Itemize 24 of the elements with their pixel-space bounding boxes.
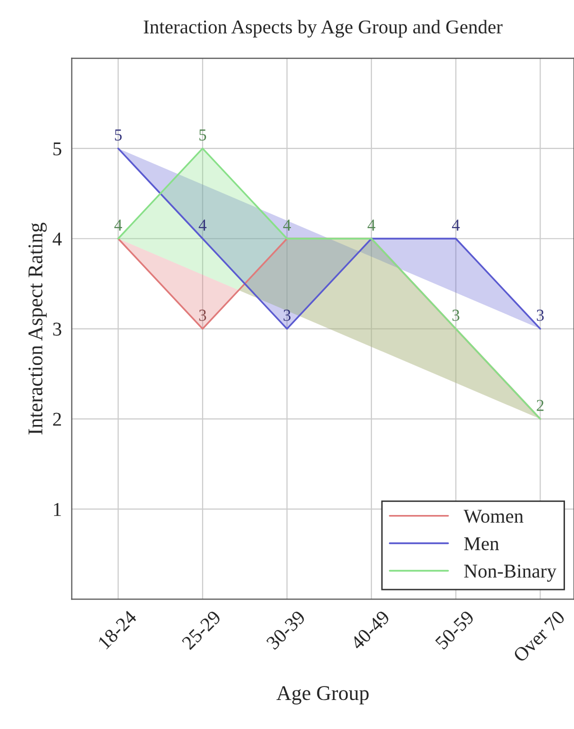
data-label: 3 <box>452 310 460 321</box>
legend-label: Women <box>464 510 524 523</box>
data-label: 4 <box>114 220 122 231</box>
chart-title: Interaction Aspects by Age Group and Gender <box>144 20 503 38</box>
y-tick-label: 1 <box>54 502 61 516</box>
data-label: 2 <box>536 400 544 411</box>
y-tick-label: 4 <box>52 232 62 246</box>
data-label: 4 <box>368 220 376 231</box>
data-label: 4 <box>283 220 291 231</box>
x-tick-label: Over 70 <box>512 610 566 663</box>
data-label: 5 <box>114 130 122 141</box>
data-label: 4 <box>452 220 460 231</box>
legend-label: Men <box>464 537 499 550</box>
legend-label: Non-Binary <box>464 564 556 582</box>
x-axis-title: Age Group <box>276 686 369 704</box>
data-label: 4 <box>198 220 206 231</box>
y-axis-title: Interaction Aspect Rating <box>28 222 47 434</box>
data-label: 3 <box>199 310 206 321</box>
y-tick-label: 2 <box>53 412 61 426</box>
data-label: 3 <box>284 310 291 321</box>
data-label: 3 <box>536 310 544 321</box>
y-tick-label: 3 <box>53 322 62 336</box>
data-label: 5 <box>199 130 206 141</box>
y-tick-label: 5 <box>53 142 62 156</box>
